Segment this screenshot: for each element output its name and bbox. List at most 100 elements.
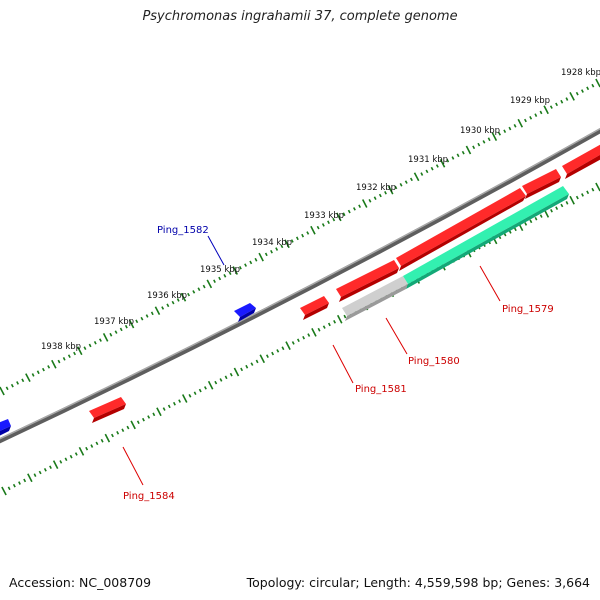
outer-ring-tick	[425, 169, 429, 174]
inner-ring-tick	[343, 314, 347, 319]
inner-ring-tick	[116, 431, 120, 435]
outer-ring-tick	[549, 105, 553, 109]
outer-ring-tick	[213, 279, 216, 283]
feature-shape-green[interactable]	[403, 186, 569, 289]
outer-ring-tick	[358, 204, 362, 208]
outer-ring-tick	[47, 365, 51, 369]
inner-ring-tick	[296, 338, 300, 343]
outer-ring-tick	[135, 319, 139, 324]
outer-ring-tick	[145, 314, 149, 318]
outer-ring-tick	[140, 316, 144, 321]
outer-ring-tick	[503, 129, 507, 133]
inner-ring-tick	[130, 420, 136, 430]
gene-label-ping-1581[interactable]: Ping_1581	[355, 384, 407, 395]
outer-ring-tick	[543, 105, 549, 115]
scale-label: 1934 kbp	[252, 238, 292, 248]
outer-ring-tick	[498, 132, 502, 136]
outer-ring-tick	[166, 303, 170, 308]
inner-ring-tick	[167, 404, 171, 409]
scale-label: 1929 kbp	[510, 96, 550, 106]
inner-ring-tick	[38, 470, 42, 475]
gene-shape-ping-1579-fwd[interactable]	[396, 188, 526, 271]
outer-ring-tick	[244, 263, 248, 267]
outer-ring-tick	[451, 156, 455, 160]
gene-shape-ping-1585[interactable]	[0, 419, 11, 438]
outer-ring-tick	[472, 145, 476, 150]
outer-ring-tick	[102, 333, 109, 342]
inner-ring-tick	[317, 327, 321, 332]
outer-ring-tick	[368, 199, 372, 203]
feature-shape-grey[interactable]	[342, 276, 408, 321]
inner-ring-tick	[327, 322, 331, 327]
outer-ring-tick	[206, 279, 213, 289]
inner-ring-tick	[307, 333, 311, 337]
inner-ring-tick	[64, 457, 68, 462]
outer-ring-tick	[301, 233, 305, 238]
outer-ring-tick	[565, 97, 569, 101]
inner-ring-tick	[12, 483, 16, 488]
inner-ring-tick	[560, 203, 564, 208]
outer-ring-tick	[57, 359, 61, 364]
inner-ring-tick	[7, 486, 11, 491]
outer-ring-tick	[51, 359, 57, 369]
inner-ring-tick	[18, 481, 21, 485]
inner-ring-tick	[141, 417, 145, 422]
outer-tick-ring	[0, 78, 600, 396]
inner-ring-tick	[550, 209, 553, 213]
inner-ring-tick	[136, 420, 140, 425]
gene-shape-ping-1581[interactable]	[300, 296, 329, 320]
outer-ring-tick	[513, 124, 517, 128]
inner-ring-tick	[255, 359, 259, 364]
inner-ring-tick	[178, 399, 182, 403]
inner-ring-tick	[336, 314, 343, 324]
outer-ring-tick	[373, 196, 377, 200]
inner-ring-tick	[565, 201, 569, 205]
outer-ring-tick	[420, 172, 424, 176]
inner-ring-tick	[27, 473, 33, 483]
outer-ring-tick	[187, 292, 191, 297]
gene-shape-ping-1584[interactable]	[89, 397, 126, 423]
outer-ring-tick	[284, 239, 290, 249]
outer-ring-tick	[529, 116, 533, 120]
gene-shape-ping-1580-fwd[interactable]	[336, 260, 399, 302]
outer-ring-tick	[491, 132, 498, 141]
inner-ring-tick	[591, 187, 595, 192]
leader-line-ping-1579	[479, 265, 501, 302]
outer-ring-tick	[73, 351, 77, 356]
gene-shape-ping-1577[interactable]	[562, 142, 600, 179]
scale-label: 1935 kbp	[200, 265, 240, 275]
outer-ring-tick	[202, 284, 206, 289]
gene-shape-ping-1582[interactable]	[234, 303, 256, 322]
inner-ring-tick	[224, 375, 228, 380]
gene-label-ping-1582[interactable]: Ping_1582	[157, 225, 209, 236]
inner-ring-tick	[322, 325, 326, 329]
gene-label-ping-1584[interactable]: Ping_1584	[123, 491, 175, 502]
outer-ring-tick	[171, 300, 175, 305]
inner-ring-tick	[198, 388, 202, 393]
inner-ring-tick	[33, 473, 37, 477]
gene-label-ping-1579[interactable]: Ping_1579	[502, 304, 554, 315]
genome-summary-text: Topology: circular; Length: 4,559,598 bp…	[246, 575, 590, 590]
gene-label-ping-1580[interactable]: Ping_1580	[408, 356, 460, 367]
outer-ring-tick	[114, 330, 118, 334]
outer-ring-tick	[482, 140, 486, 144]
inner-ring-tick	[78, 446, 85, 456]
inner-ring-tick	[245, 364, 249, 369]
outer-ring-tick	[508, 126, 512, 131]
inner-ring-tick	[229, 372, 233, 377]
inner-ring-tick	[569, 195, 575, 205]
inner-ring-tick	[121, 428, 125, 432]
inner-ring-tick	[49, 465, 52, 469]
outer-ring-tick	[254, 257, 258, 262]
outer-ring-tick	[384, 191, 387, 195]
outer-ring-tick	[295, 236, 299, 241]
outer-ring-tick	[409, 177, 413, 182]
outer-ring-tick	[332, 217, 336, 222]
gene-shape-ping-1578[interactable]	[522, 169, 561, 199]
outer-ring-tick	[31, 373, 35, 377]
outer-ring-tick	[275, 247, 279, 251]
outer-ring-tick	[378, 193, 382, 198]
inner-ring-tick	[43, 468, 47, 472]
